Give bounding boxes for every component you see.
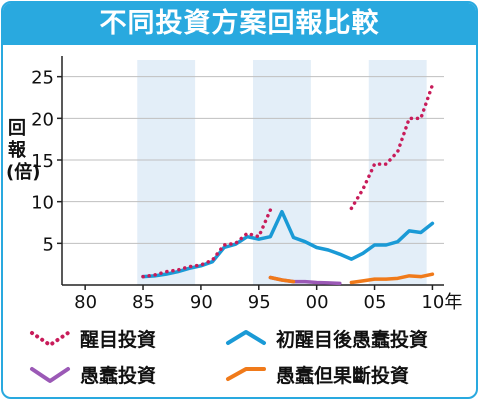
series-3-point-1-1	[362, 280, 364, 282]
series-1-point-0-24	[420, 231, 422, 233]
y-axis-label: 回報(倍)	[6, 118, 41, 183]
series-1-point-0-11	[269, 235, 271, 237]
series-1-point-0-16	[327, 249, 329, 251]
x-tick-label-6: 10年	[421, 292, 462, 313]
series-3-line-0	[268, 275, 296, 284]
legend-swatch-1	[226, 330, 266, 345]
series-0-point-0-10	[258, 235, 260, 237]
series-3-line-1	[349, 272, 435, 285]
series-3-point-1-5	[408, 275, 410, 277]
series-1-point-0-19	[362, 252, 364, 254]
legend-swatch-2	[30, 367, 70, 383]
x-tick-label-4: 00	[306, 292, 329, 313]
series-0-line-1	[349, 83, 435, 211]
series-1-point-0-7	[223, 246, 225, 248]
x-tick-label-5: 05	[364, 292, 387, 313]
series-0-point-0-11	[269, 209, 271, 211]
series-1-point-0-12	[281, 210, 283, 212]
shaded-band-1	[253, 60, 311, 285]
series-0-point-1-7	[431, 84, 433, 86]
series-0-point-0-4	[188, 265, 190, 267]
series-0-point-1-6	[420, 117, 422, 119]
series-1-point-0-21	[385, 244, 387, 246]
chart-title: 不同投資方案回報比較	[99, 8, 380, 39]
title-bar	[3, 3, 476, 45]
y-tick-label-0: 5	[43, 234, 54, 255]
series-1-point-0-23	[408, 230, 410, 232]
legend-label-2: 愚蠢投資	[80, 364, 156, 387]
series-0-point-1-4	[396, 150, 398, 152]
y-tick-label-4: 25	[31, 68, 54, 89]
series-3-point-0-1	[281, 279, 283, 281]
series-2-point-0-4	[315, 281, 317, 283]
series-3-point-1-4	[396, 277, 398, 279]
series-1-point-0-15	[315, 246, 317, 248]
x-tick-label-2: 90	[190, 292, 213, 313]
legend-label-3: 愚蠢但果斷投資	[276, 364, 409, 387]
series-0-point-0-7	[223, 244, 225, 246]
shaded-band-2	[368, 60, 427, 285]
series-0-point-0-2	[165, 270, 167, 272]
series-3-point-1-3	[385, 278, 387, 280]
series-0-point-1-3	[385, 163, 387, 165]
series-3-point-0-0	[269, 276, 271, 278]
legend-label-0: 醒目投資	[80, 328, 156, 351]
series-0-point-1-2	[373, 163, 375, 165]
series-0-point-0-1	[153, 274, 155, 276]
series-0-point-1-5	[408, 117, 410, 119]
series-0-point-0-6	[211, 259, 213, 261]
series-1-point-0-10	[258, 238, 260, 240]
series-0-point-0-3	[177, 269, 179, 271]
x-tick-label-0: 80	[74, 292, 97, 313]
series-1-point-0-25	[431, 222, 433, 224]
series-2-point-0-3	[304, 280, 306, 282]
y-tick-label-3: 20	[31, 109, 54, 130]
series-0-point-0-8	[234, 242, 236, 244]
legend-swatch-3	[226, 367, 266, 381]
series-0-point-1-1	[362, 188, 364, 190]
series-3-point-1-6	[420, 275, 422, 277]
series-2-point-0-6	[339, 282, 341, 284]
series-1-point-0-18	[350, 258, 352, 260]
series-0-point-0-0	[142, 275, 144, 277]
y-tick-label-2: 15	[31, 151, 54, 172]
x-tick-label-1: 85	[132, 292, 155, 313]
series-3-point-0-2	[292, 280, 294, 282]
series-0-point-1-0	[350, 207, 352, 209]
y-tick-label-1: 10	[31, 193, 54, 214]
series-3-point-1-0	[350, 281, 352, 283]
x-tick-label-3: 95	[248, 292, 271, 313]
series-0-point-0-9	[246, 232, 248, 234]
series-0-point-0-5	[200, 264, 202, 266]
series-2-point-0-5	[327, 282, 329, 284]
series-1-point-0-22	[396, 240, 398, 242]
legend-swatch-0	[30, 331, 70, 347]
series-1-point-0-2	[165, 273, 167, 275]
series-1-point-0-20	[373, 244, 375, 246]
series-3-point-1-7	[431, 273, 433, 275]
legend-label-1: 初醒目後愚蠢投資	[276, 328, 428, 351]
series-0-line-0	[141, 208, 273, 279]
series-1-point-0-13	[292, 236, 294, 238]
series-3-point-1-2	[373, 278, 375, 280]
series-1-point-0-14	[304, 240, 306, 242]
shaded-band-0	[137, 60, 196, 285]
series-1-point-0-17	[339, 253, 341, 255]
